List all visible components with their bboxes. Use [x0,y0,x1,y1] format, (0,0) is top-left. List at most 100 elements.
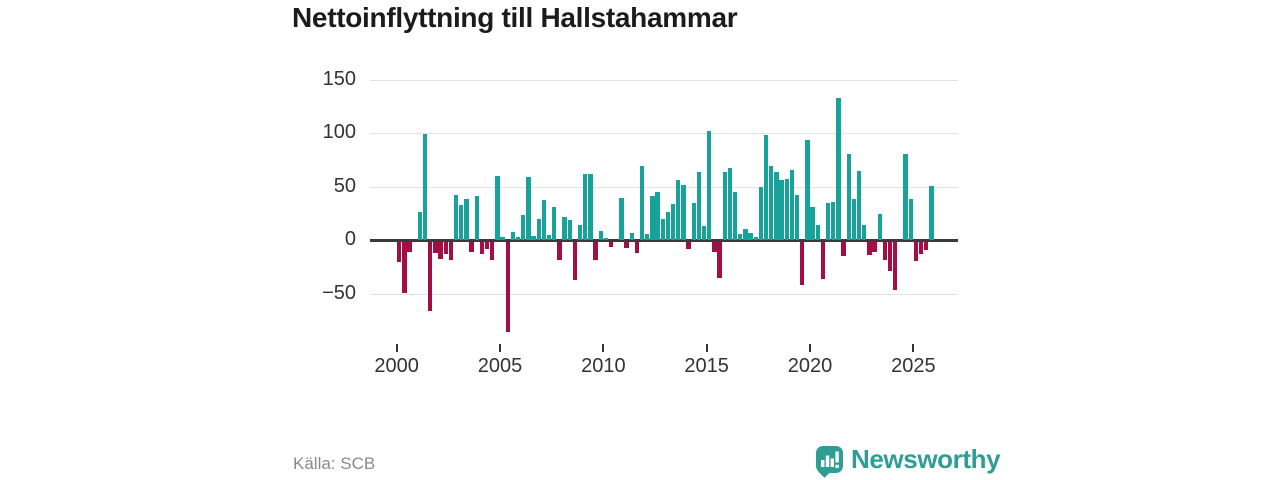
bar [655,192,660,241]
bar [541,199,546,241]
bar [825,202,831,241]
x-axis-tick-label: 2000 [374,355,419,377]
bar [593,241,598,260]
source-note: Källa: SCB [293,454,376,473]
bar [469,241,474,253]
bar [784,179,789,241]
newsworthy-icon [816,446,843,478]
bar [407,241,412,253]
bar [918,241,924,255]
bar [629,232,634,241]
y-axis-tick-label: 50 [333,174,356,197]
bar [774,171,779,241]
bar [665,212,670,241]
x-axis-tick [602,344,605,352]
bar [805,139,810,241]
bar [531,236,536,241]
bar [738,233,743,241]
bar [815,225,820,241]
bar [619,197,624,241]
bar [417,212,422,241]
bar [567,219,572,241]
bar [753,237,758,241]
bar [608,241,614,247]
bar [552,207,557,241]
bar [758,186,763,241]
bar [624,241,629,248]
bar [748,232,753,241]
bar [583,173,588,241]
bar [443,241,448,255]
bar [510,231,515,241]
bar [717,241,722,278]
bar [712,241,717,253]
x-axis-tick [912,344,915,352]
bar [639,166,645,241]
y-axis-tick-label: 0 [344,228,356,251]
x-axis-tick-label: 2020 [787,355,833,377]
bar [887,241,893,272]
bar [670,203,676,241]
bar [453,195,459,241]
bar [820,241,825,279]
bar [562,216,567,241]
bar [428,241,433,312]
bar [743,228,748,241]
bar [479,241,484,255]
bar [707,131,712,241]
bar [856,170,862,241]
bar [701,226,707,241]
bar [696,171,701,241]
bar [779,180,784,241]
bar [810,207,815,241]
bar [650,196,655,241]
bar [846,153,851,241]
bar [474,196,479,241]
bar [867,241,872,256]
bar [557,241,562,260]
bar [598,230,603,241]
bar [500,237,505,241]
x-axis-line [370,239,958,242]
bar [521,214,526,241]
bar [836,97,841,241]
bar [691,202,696,241]
x-axis-tick [809,344,811,352]
bar [722,171,727,241]
bar [676,180,681,241]
bar [526,177,531,241]
bar [448,241,453,260]
bar [872,241,877,253]
bar [686,241,691,249]
gridline [370,293,958,295]
bar [908,198,913,241]
mini-bar-chart-glyph [821,451,839,468]
bar [397,241,402,262]
bar [464,198,469,241]
x-axis-tick-label: 2015 [684,355,729,377]
bar [660,218,665,241]
bar [577,225,583,241]
bar [572,241,577,281]
bar [645,233,650,241]
bar [459,204,464,241]
bar [893,241,898,290]
bar [732,192,738,241]
bar [800,241,805,286]
bar [882,241,887,260]
bar [763,135,769,241]
bar [681,184,686,241]
newsworthy-wordmark: Newsworthy [851,444,1001,474]
bar [924,241,929,251]
newsworthy-logo[interactable]: Newsworthy [816,444,1001,478]
bar [877,213,882,241]
bar [929,185,934,241]
bar [422,134,428,241]
bar [841,241,846,257]
bar [794,195,800,241]
bar [727,167,732,241]
y-axis-tick-label: 150 [322,67,356,90]
bar [433,241,438,254]
bar [515,237,521,241]
